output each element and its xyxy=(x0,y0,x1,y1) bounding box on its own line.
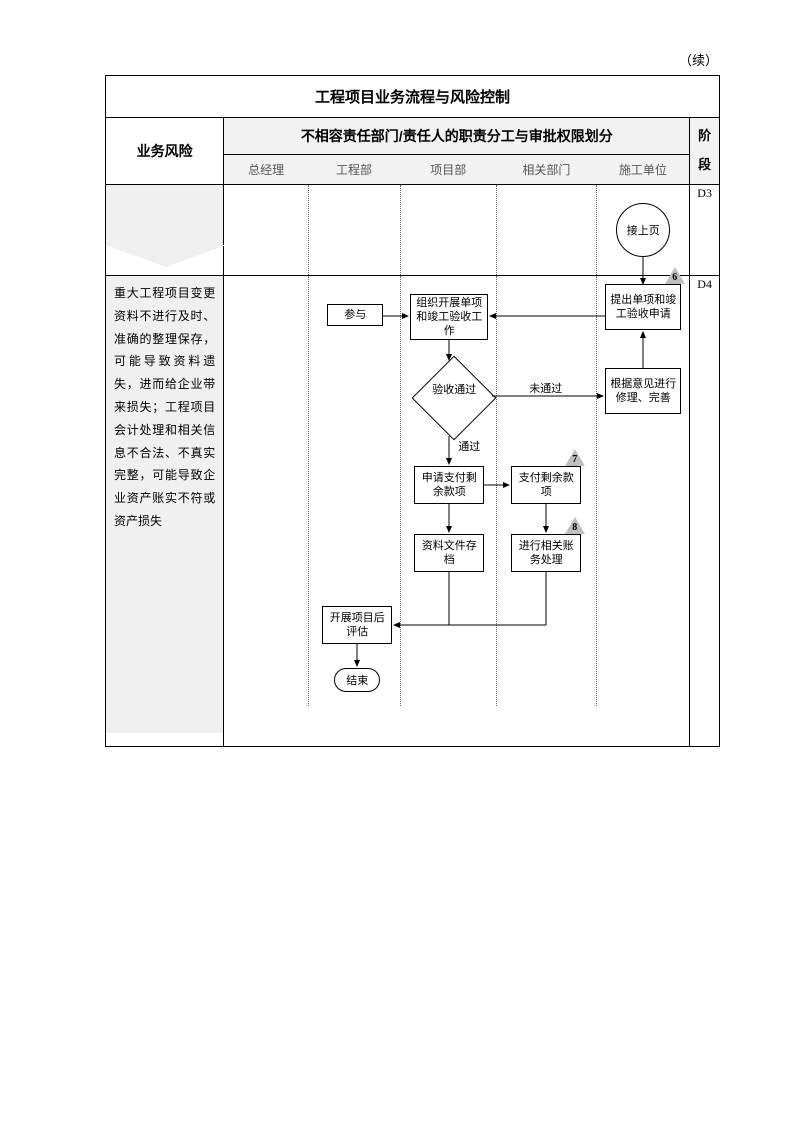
lane-sep xyxy=(308,185,309,275)
marker-7: 7 xyxy=(572,454,577,465)
prev-page-connector: 接上页 xyxy=(616,203,670,257)
fix-node: 根据意见进行修理、完善 xyxy=(605,368,681,414)
col-gm: 总经理 xyxy=(224,155,308,185)
lane-sep xyxy=(308,276,309,706)
fail-label: 未通过 xyxy=(529,380,562,396)
phase-header-top: 阶 xyxy=(698,128,711,143)
lane-sep xyxy=(496,276,497,706)
arrows-d4 xyxy=(224,276,689,746)
decision-diamond xyxy=(412,356,497,441)
phase-d3: D3 xyxy=(690,185,720,276)
marker-6: 6 xyxy=(672,272,677,283)
row-d3: 接上页 D3 xyxy=(106,185,720,276)
decision-label: 验收通过 xyxy=(424,384,484,397)
page: （续） 工程项目业务流程与风险控制 业务风险 不相容责任部门/责任人的职责分工与… xyxy=(0,0,800,1132)
archive-node: 资料文件存档 xyxy=(414,534,484,572)
flow-canvas-d4: 参与 组织开展单项和竣工验收工作 提出单项和竣工验收申请 6 验收通过 未通过 … xyxy=(224,276,689,746)
col-eng: 工程部 xyxy=(308,155,400,185)
apply-pay-node: 申请支付剩余款项 xyxy=(414,466,484,504)
col-constr: 施工单位 xyxy=(597,155,690,185)
risk-text: 重大工程项目变更资料不进行及时、准确的整理保存，可能导致资料遗失，进而给企业带来… xyxy=(106,276,223,733)
lane-sep xyxy=(596,276,597,706)
phase-d4: D4 xyxy=(690,276,720,747)
organize-node: 组织开展单项和竣工验收工作 xyxy=(410,294,488,340)
table-title: 工程项目业务流程与风险控制 xyxy=(106,76,720,118)
resp-header: 不相容责任部门/责任人的职责分工与审批权限划分 xyxy=(224,118,690,155)
post-eval-node: 开展项目后评估 xyxy=(322,606,392,644)
lane-sep xyxy=(596,185,597,275)
col-proj: 项目部 xyxy=(400,155,496,185)
participate-node: 参与 xyxy=(327,304,383,326)
continued-label: （续） xyxy=(105,50,720,69)
risk-arrow-icon xyxy=(106,185,223,245)
marker-8: 8 xyxy=(572,522,577,533)
risk-header: 业务风险 xyxy=(106,118,224,185)
main-table: 工程项目业务流程与风险控制 业务风险 不相容责任部门/责任人的职责分工与审批权限… xyxy=(105,75,720,747)
row-d4: 重大工程项目变更资料不进行及时、准确的整理保存，可能导致资料遗失，进而给企业带来… xyxy=(106,276,720,747)
flow-canvas-d3: 接上页 xyxy=(224,185,689,275)
phase-header-bottom: 段 xyxy=(698,157,711,172)
lane-sep xyxy=(400,185,401,275)
submit-app-node: 提出单项和竣工验收申请 xyxy=(605,284,681,330)
col-rel: 相关部门 xyxy=(496,155,596,185)
pass-label: 通过 xyxy=(458,438,480,454)
pay-node: 支付剩余款项 xyxy=(511,466,581,504)
header-row-1: 业务风险 不相容责任部门/责任人的职责分工与审批权限划分 阶 段 xyxy=(106,118,720,155)
lane-sep xyxy=(400,276,401,706)
accounting-node: 进行相关账务处理 xyxy=(511,534,581,572)
lane-sep xyxy=(496,185,497,275)
end-node: 结束 xyxy=(334,668,380,692)
title-row: 工程项目业务流程与风险控制 xyxy=(106,76,720,118)
phase-header: 阶 段 xyxy=(690,118,720,185)
